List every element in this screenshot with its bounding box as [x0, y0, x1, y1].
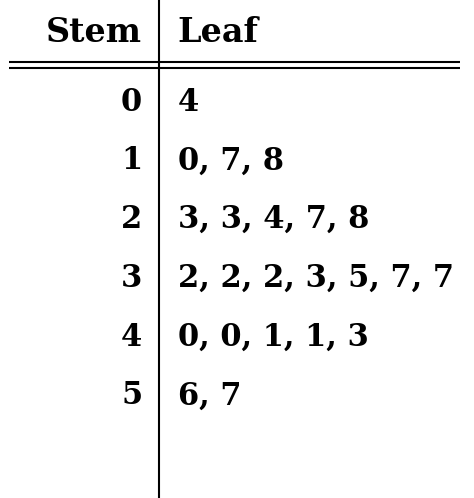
Text: 6, 7: 6, 7	[178, 380, 241, 411]
Text: 0, 0, 1, 1, 3: 0, 0, 1, 1, 3	[178, 322, 369, 353]
Text: 0: 0	[121, 87, 142, 118]
Text: 0, 7, 8: 0, 7, 8	[178, 145, 284, 176]
Text: 2, 2, 2, 3, 5, 7, 7: 2, 2, 2, 3, 5, 7, 7	[178, 263, 454, 294]
Text: 2: 2	[121, 204, 142, 235]
Text: 1: 1	[121, 145, 142, 176]
Text: 4: 4	[178, 87, 199, 118]
Text: 5: 5	[121, 380, 142, 411]
Text: Leaf: Leaf	[178, 16, 259, 49]
Text: 3: 3	[121, 263, 142, 294]
Text: 3, 3, 4, 7, 8: 3, 3, 4, 7, 8	[178, 204, 369, 235]
Text: Stem: Stem	[46, 16, 142, 49]
Text: 4: 4	[121, 322, 142, 353]
